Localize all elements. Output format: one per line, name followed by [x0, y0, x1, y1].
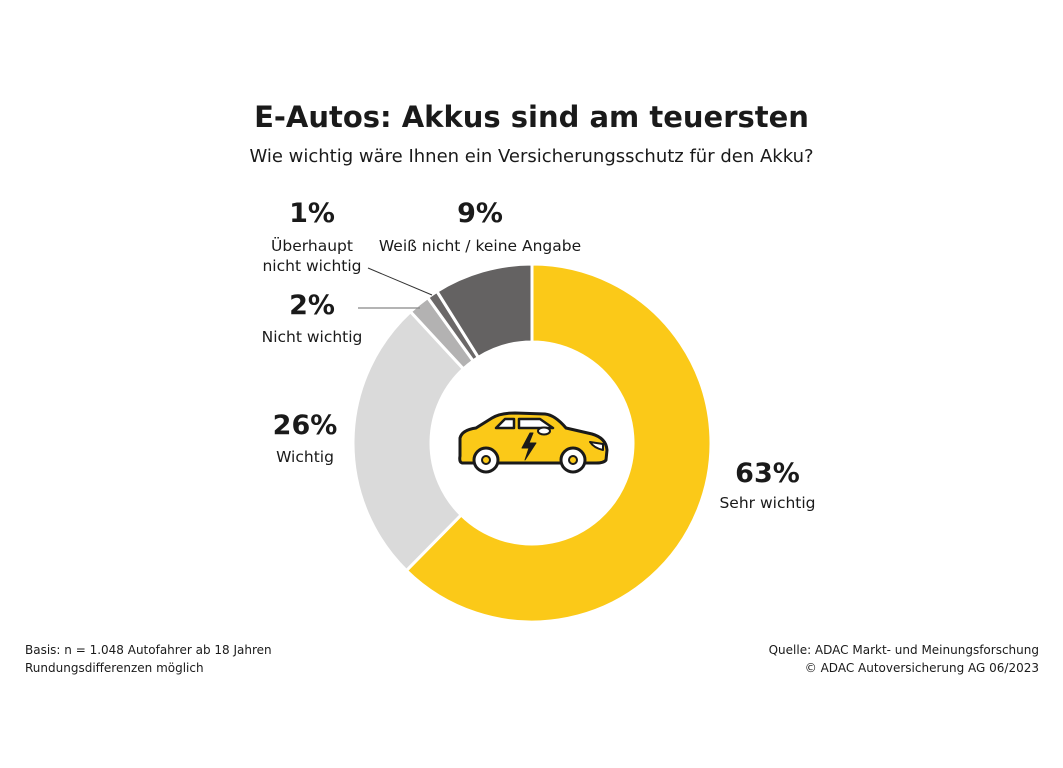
slice-label-weiss-nicht: Weiß nicht / keine Angabe — [378, 237, 582, 255]
footer-copyright: © ADAC Autoversicherung AG 06/2023 — [804, 661, 1039, 675]
slice-value-ueberhaupt-nicht-wichtig: 1% — [289, 198, 335, 229]
slice-label-nicht-wichtig: Nicht wichtig — [261, 328, 363, 346]
chart-title: E-Autos: Akkus sind am teuersten — [254, 100, 809, 134]
footer-right: Quelle: ADAC Markt- und Meinungsforschun… — [769, 641, 1039, 677]
label-line-1: Überhaupt — [271, 237, 353, 255]
footer-left: Basis: n = 1.048 Autofahrer ab 18 Jahren… — [25, 641, 272, 677]
leader-line-ueberhaupt-nicht — [367, 267, 433, 296]
footer-rounding: Rundungsdifferenzen möglich — [25, 661, 204, 675]
chart-subtitle: Wie wichtig wäre Ihnen ein Versicherungs… — [249, 146, 814, 167]
slice-sehr-wichtig — [404, 262, 713, 624]
slice-weiss-nicht — [434, 262, 534, 360]
electric-car-icon — [458, 411, 609, 474]
footer-basis: Basis: n = 1.048 Autofahrer ab 18 Jahren — [25, 643, 272, 657]
slice-value-wichtig: 26% — [272, 410, 338, 441]
slice-value-nicht-wichtig: 2% — [289, 290, 335, 321]
slice-label-sehr-wichtig: Sehr wichtig — [719, 494, 816, 512]
footer-source: Quelle: ADAC Markt- und Meinungsforschun… — [768, 643, 1039, 657]
label-line-2: nicht wichtig — [262, 257, 362, 275]
slice-label-wichtig: Wichtig — [276, 448, 334, 466]
slice-value-weiss-nicht: 9% — [457, 198, 503, 229]
slice-wichtig — [351, 309, 466, 573]
slice-label-ueberhaupt-nicht-wichtig: Überhaupt nicht wichtig — [242, 236, 382, 276]
slice-value-sehr-wichtig: 63% — [735, 458, 800, 489]
